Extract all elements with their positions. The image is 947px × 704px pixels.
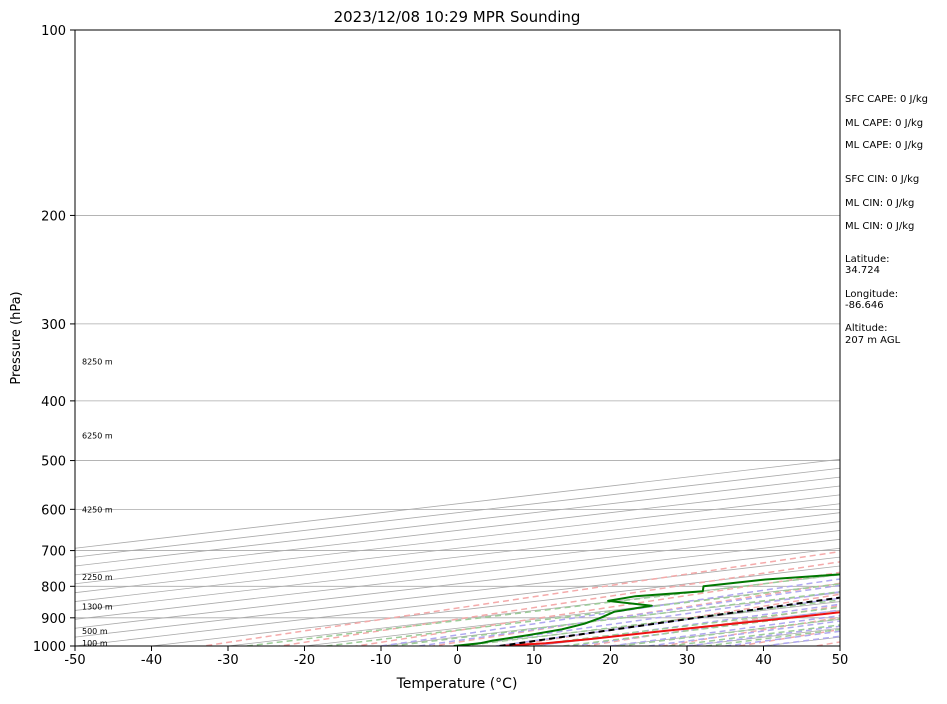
- y-tick-label: 700: [41, 545, 66, 560]
- y-tick-label: 400: [41, 395, 66, 410]
- ml-cape-text: ML CAPE: 0 J/kg: [845, 118, 923, 129]
- y-tick-label: 800: [41, 580, 66, 595]
- height-label: 100 m: [82, 639, 108, 648]
- height-label: 8250 m: [82, 357, 113, 366]
- y-tick-label: 100: [41, 24, 66, 39]
- x-tick-label: 0: [453, 653, 461, 668]
- altitude-label: Altitude:: [845, 323, 887, 334]
- y-tick-label: 600: [41, 503, 66, 518]
- sfc-cape-text: SFC CAPE: 0 J/kg: [845, 94, 928, 105]
- x-tick-label: -50: [64, 653, 85, 668]
- sfc-cin-text: SFC CIN: 0 J/kg: [845, 174, 919, 185]
- longitude-label: Longitude:: [845, 289, 898, 300]
- latitude-value: 34.724: [845, 265, 880, 276]
- x-axis-label: Temperature (°C): [396, 676, 518, 692]
- y-axis-label: Pressure (hPa): [9, 291, 24, 384]
- y-tick-label: 900: [41, 612, 66, 627]
- ml-cin-text-2: ML CIN: 0 J/kg: [845, 221, 914, 232]
- x-tick-label: -40: [141, 653, 162, 668]
- latitude-label: Latitude:: [845, 254, 890, 265]
- x-tick-label: 30: [679, 653, 696, 668]
- height-label: 4250 m: [82, 505, 113, 514]
- x-tick-label: 20: [602, 653, 619, 668]
- height-label: 2250 m: [82, 573, 113, 582]
- x-tick-label: -30: [217, 653, 238, 668]
- longitude-value: -86.646: [845, 300, 884, 311]
- height-label: 1300 m: [82, 602, 113, 611]
- chart-title: 2023/12/08 10:29 MPR Sounding: [334, 8, 581, 26]
- y-tick-label: 500: [41, 455, 66, 470]
- height-label: 500 m: [82, 627, 108, 636]
- y-tick-label: 1000: [33, 640, 66, 655]
- ml-cape-text-2: ML CAPE: 0 J/kg: [845, 140, 923, 151]
- ml-cin-text: ML CIN: 0 J/kg: [845, 198, 914, 209]
- x-tick-label: -10: [370, 653, 391, 668]
- x-tick-label: 50: [832, 653, 849, 668]
- height-label: 6250 m: [82, 431, 113, 440]
- x-tick-label: -20: [294, 653, 315, 668]
- y-tick-label: 300: [41, 318, 66, 333]
- altitude-value: 207 m AGL: [845, 335, 901, 346]
- x-tick-label: 10: [526, 653, 543, 668]
- x-tick-label: 40: [755, 653, 772, 668]
- y-tick-label: 200: [41, 209, 66, 224]
